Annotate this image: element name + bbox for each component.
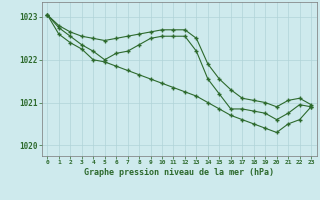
X-axis label: Graphe pression niveau de la mer (hPa): Graphe pression niveau de la mer (hPa) xyxy=(84,168,274,177)
